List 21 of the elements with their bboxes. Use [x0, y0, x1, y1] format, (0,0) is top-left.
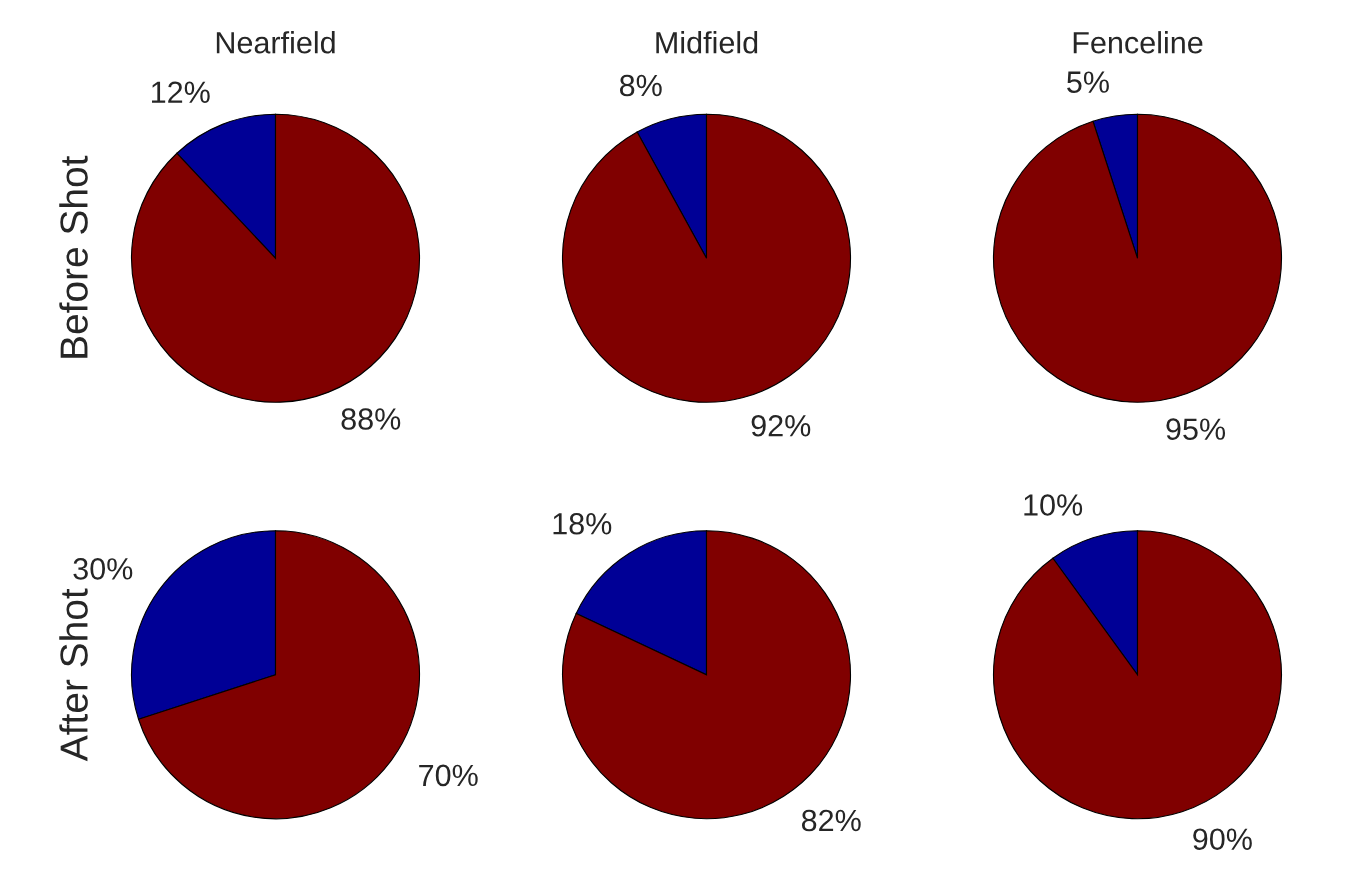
- data-label: 95%: [1166, 418, 1226, 440]
- data-label: 8%: [619, 74, 662, 97]
- text: After Shot: [59, 588, 88, 762]
- pie-slice: [561, 113, 852, 403]
- text: Before Shot: [59, 155, 88, 358]
- chart-title: Fenceline: [1073, 31, 1203, 54]
- data-label: 30%: [73, 558, 133, 580]
- data-label: 70%: [419, 764, 478, 787]
- pie-slice: [130, 113, 421, 403]
- data-label: 12%: [152, 81, 210, 103]
- data-label: 10%: [1024, 494, 1083, 516]
- pie-slice: [992, 113, 1283, 403]
- pie-slice: [992, 530, 1283, 820]
- data-label: 18%: [553, 512, 612, 535]
- data-label: 90%: [1193, 828, 1252, 851]
- data-label: 88%: [341, 408, 401, 430]
- data-label: 92%: [751, 414, 811, 437]
- data-label: 5%: [1067, 71, 1109, 93]
- chart-title: Midfield: [656, 31, 758, 54]
- data-label: 82%: [801, 809, 861, 832]
- chart-title: Nearfield: [216, 31, 335, 54]
